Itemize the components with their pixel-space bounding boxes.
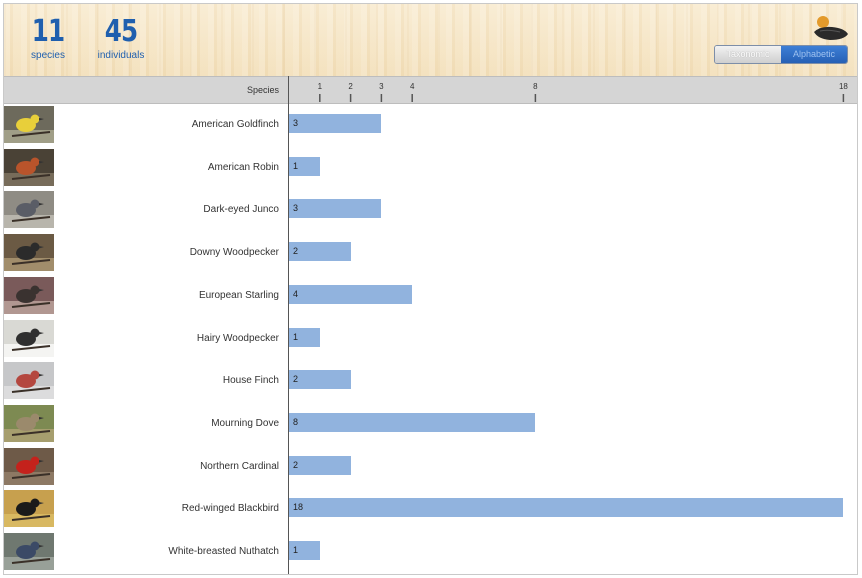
species-column-header: Species bbox=[246, 85, 279, 95]
count-bar-label: 3 bbox=[293, 118, 299, 128]
table-row: American Robin 1 bbox=[4, 147, 857, 189]
table-row: Red-winged Blackbird 18 bbox=[4, 488, 857, 530]
axis-divider bbox=[288, 76, 289, 574]
bird-photo-icon bbox=[4, 191, 54, 229]
x-axis: 1 2 3 4 8 18 bbox=[318, 82, 848, 102]
x-tick: 3 bbox=[379, 82, 384, 102]
x-tick-label: 1 bbox=[318, 82, 323, 91]
species-name: Hairy Woodpecker bbox=[196, 332, 279, 344]
x-tick: 8 bbox=[533, 82, 538, 102]
count-bar-label: 1 bbox=[293, 545, 299, 555]
bird-photo-icon bbox=[4, 148, 54, 186]
x-tick-label: 2 bbox=[348, 82, 353, 91]
table-row: Mourning Dove 8 bbox=[4, 403, 857, 445]
axis-header: Species 1 2 3 4 8 18 bbox=[4, 76, 857, 104]
x-tick-label: 8 bbox=[533, 82, 538, 91]
species-name: Mourning Dove bbox=[211, 417, 279, 429]
count-bar: 1 bbox=[289, 327, 320, 347]
bird-photo-icon bbox=[4, 533, 54, 570]
species-stat: 11 species bbox=[26, 16, 70, 62]
table-row: European Starling 4 bbox=[4, 275, 857, 317]
species-name: Red-winged Blackbird bbox=[181, 503, 279, 515]
count-bar-label: 18 bbox=[293, 502, 304, 513]
count-bar-label: 3 bbox=[293, 203, 299, 214]
table-row: White-breasted Nuthatch 1 bbox=[4, 531, 857, 573]
species-count: 11 bbox=[31, 14, 65, 49]
species-name: Dark-eyed Junco bbox=[203, 204, 279, 216]
count-bar: 1 bbox=[289, 541, 320, 560]
count-bar: 2 bbox=[289, 455, 351, 475]
sort-toggle[interactable]: Taxonomic Alphabetic bbox=[714, 45, 848, 64]
x-tick: 4 bbox=[410, 82, 415, 102]
taxonomic-sort-button[interactable]: Taxonomic bbox=[715, 46, 781, 63]
bird-photo-icon bbox=[4, 319, 54, 357]
x-tick: 2 bbox=[348, 82, 353, 102]
count-bar: 3 bbox=[289, 199, 382, 219]
count-bar-label: 2 bbox=[293, 459, 299, 470]
table-row: Northern Cardinal 2 bbox=[4, 446, 857, 488]
bird-feeder-logo-icon bbox=[814, 16, 848, 40]
species-label: species bbox=[31, 50, 65, 61]
table-row: Hairy Woodpecker 1 bbox=[4, 318, 857, 360]
count-bar: 2 bbox=[289, 242, 351, 262]
count-bar-label: 4 bbox=[293, 288, 299, 299]
individuals-stat: 45 individuals bbox=[88, 16, 154, 62]
count-bar: 8 bbox=[289, 412, 536, 432]
x-tick-label: 4 bbox=[410, 82, 415, 91]
bird-photo-icon bbox=[4, 234, 54, 272]
x-tick-label: 18 bbox=[839, 82, 848, 91]
summary-header: 11 species 45 individuals Taxonomic Alph… bbox=[4, 4, 857, 76]
count-bar: 1 bbox=[289, 156, 320, 176]
count-bar-label: 2 bbox=[293, 374, 299, 385]
species-name: Northern Cardinal bbox=[200, 460, 279, 472]
count-bar: 3 bbox=[289, 114, 382, 133]
species-name: American Goldfinch bbox=[191, 119, 279, 130]
bird-photo-icon bbox=[4, 106, 54, 143]
table-row: House Finch 2 bbox=[4, 360, 857, 402]
species-name: Downy Woodpecker bbox=[189, 247, 279, 259]
bird-photo-icon bbox=[4, 404, 54, 442]
count-bar: 4 bbox=[289, 284, 413, 304]
individuals-count: 45 bbox=[104, 14, 138, 49]
count-bar-label: 1 bbox=[293, 160, 299, 171]
species-name: House Finch bbox=[222, 375, 279, 387]
x-tick: 1 bbox=[318, 82, 323, 102]
count-bar-label: 1 bbox=[293, 331, 299, 342]
bird-photo-icon bbox=[4, 447, 54, 485]
bird-photo-icon bbox=[4, 490, 54, 528]
table-row: Downy Woodpecker 2 bbox=[4, 232, 857, 274]
alphabetic-sort-button[interactable]: Alphabetic bbox=[781, 46, 847, 63]
count-bar: 18 bbox=[289, 498, 844, 518]
x-tick-label: 3 bbox=[379, 82, 384, 91]
individuals-label: individuals bbox=[97, 50, 145, 61]
species-name: European Starling bbox=[198, 289, 279, 301]
table-row: Dark-eyed Junco 3 bbox=[4, 189, 857, 231]
table-row: American Goldfinch 3 bbox=[4, 104, 857, 146]
bird-photo-icon bbox=[4, 276, 54, 314]
count-bar-label: 8 bbox=[293, 416, 299, 427]
bird-photo-icon bbox=[4, 362, 54, 400]
species-name: American Robin bbox=[207, 161, 279, 173]
bird-count-panel: 11 species 45 individuals Taxonomic Alph… bbox=[3, 3, 858, 575]
species-name: White-breasted Nuthatch bbox=[168, 546, 279, 557]
count-bar-label: 2 bbox=[293, 246, 299, 257]
x-tick: 18 bbox=[839, 82, 848, 102]
count-bar: 2 bbox=[289, 370, 351, 390]
